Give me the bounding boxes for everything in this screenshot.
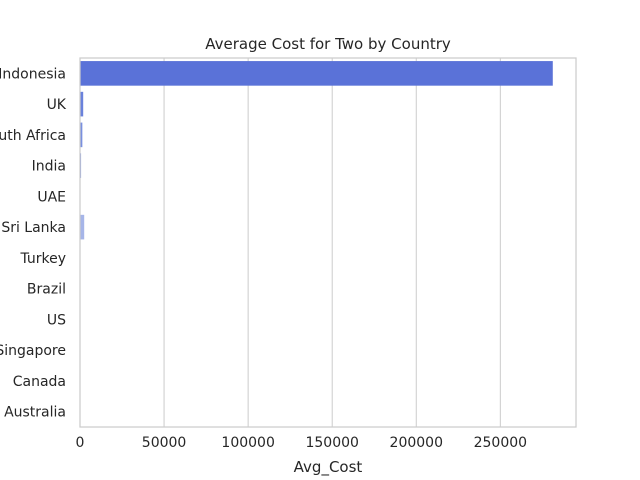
plot-frame — [79, 57, 577, 428]
y-tick-label: US — [47, 312, 66, 328]
bar-indonesia — [80, 61, 553, 86]
y-tick-label: Sri Lanka — [1, 220, 66, 236]
x-tick-label: 100000 — [221, 435, 274, 451]
x-axis-label: Avg_Cost — [294, 458, 363, 477]
plot-area-border — [79, 57, 577, 428]
y-tick-label: Australia — [4, 405, 66, 421]
y-tick-label: South Africa — [0, 128, 66, 144]
y-tick-label: Canada — [13, 374, 66, 390]
y-tick-label: UAE — [37, 189, 66, 205]
bar-south-africa — [80, 122, 83, 148]
bar-uk — [80, 91, 84, 117]
y-tick-label: Turkey — [19, 251, 66, 267]
y-tick-label: UK — [47, 97, 67, 113]
y-tick-labels: Indonesia UK South Africa India UAE Sri Lanka… — [0, 66, 67, 420]
y-tick-label: India — [32, 159, 66, 175]
bars — [80, 61, 553, 424]
x-tick-label: 0 — [76, 435, 85, 451]
y-tick-label: Indonesia — [0, 66, 66, 82]
x-tick-labels: 0 50000 100000 150000 200000 250000 — [76, 435, 528, 451]
chart-title: Average Cost for Two by Country — [205, 35, 451, 53]
x-tick-label: 250000 — [474, 435, 527, 451]
x-tick-label: 200000 — [390, 435, 443, 451]
bar-sri-lanka — [80, 214, 85, 240]
gridlines — [79, 58, 501, 427]
x-tick-label: 150000 — [305, 435, 358, 451]
y-tick-label: Singapore — [0, 343, 66, 359]
x-tick-label: 50000 — [142, 435, 187, 451]
y-tick-label: Brazil — [27, 282, 66, 298]
